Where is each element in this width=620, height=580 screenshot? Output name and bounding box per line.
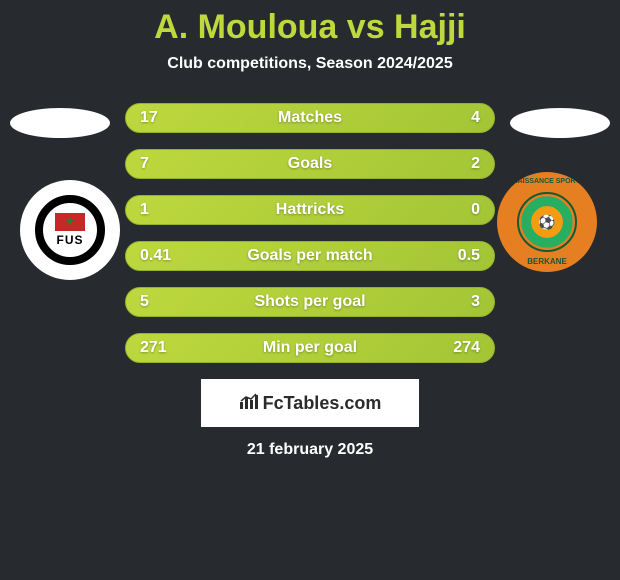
stat-label: Hattricks	[276, 201, 344, 219]
stat-left-value: 5	[140, 293, 149, 311]
stat-label: Matches	[278, 109, 342, 127]
stat-row: 271 Min per goal 274	[125, 333, 495, 363]
team-right-badge-inner: ⚽	[517, 192, 577, 252]
date-text: 21 february 2025	[0, 441, 620, 459]
season-subtitle: Club competitions, Season 2024/2025	[0, 55, 620, 73]
stat-row: 17 Matches 4	[125, 103, 495, 133]
brand-box: FcTables.com	[201, 379, 419, 427]
crown-icon: ♕	[63, 180, 77, 182]
player-left-avatar	[10, 108, 110, 138]
stat-left-value: 0.41	[140, 247, 171, 265]
stat-row: 0.41 Goals per match 0.5	[125, 241, 495, 271]
brand-text: FcTables.com	[263, 393, 382, 414]
ball-icon: ⚽	[538, 214, 555, 231]
stat-left-value: 17	[140, 109, 158, 127]
stat-right-value: 4	[471, 109, 480, 127]
team-right-badge: RENAISSANCE SPORTIVE ⚽ BERKANE	[497, 172, 597, 272]
team-left-badge-inner: FUS	[35, 195, 105, 265]
team-left-badge: ♕ FUS	[20, 180, 120, 280]
stat-left-value: 1	[140, 201, 149, 219]
team-left-abbr: FUS	[57, 233, 84, 247]
stat-row: 5 Shots per goal 3	[125, 287, 495, 317]
stat-row: 7 Goals 2	[125, 149, 495, 179]
stat-label: Min per goal	[263, 339, 357, 357]
stats-icon	[239, 392, 259, 415]
stat-left-value: 271	[140, 339, 167, 357]
stat-row: 1 Hattricks 0	[125, 195, 495, 225]
team-right-top-text: RENAISSANCE SPORTIVE	[497, 178, 597, 185]
flag-icon	[55, 213, 85, 231]
stats-list: 17 Matches 4 7 Goals 2 1 Hattricks 0 0.4…	[125, 103, 495, 363]
stat-label: Shots per goal	[254, 293, 365, 311]
player-right-avatar	[510, 108, 610, 138]
stat-right-value: 0.5	[458, 247, 480, 265]
stat-right-value: 0	[471, 201, 480, 219]
stat-left-value: 7	[140, 155, 149, 173]
comparison-title: A. Mouloua vs Hajji	[0, 8, 620, 47]
stat-right-value: 3	[471, 293, 480, 311]
stat-label: Goals	[288, 155, 332, 173]
stat-right-value: 2	[471, 155, 480, 173]
team-right-bottom-text: BERKANE	[497, 257, 597, 266]
stat-right-value: 274	[453, 339, 480, 357]
stat-label: Goals per match	[247, 247, 372, 265]
